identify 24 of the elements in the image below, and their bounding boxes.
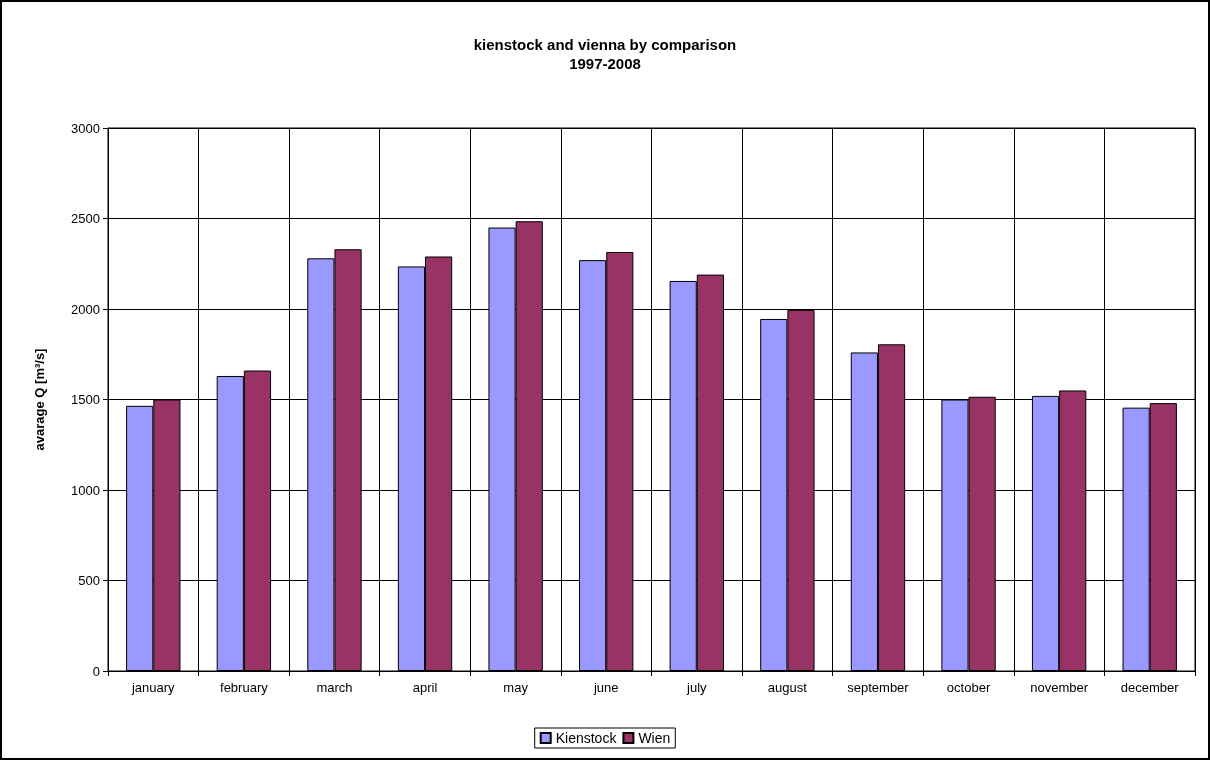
x-tick-label: june	[592, 680, 619, 695]
y-tick-label: 1500	[71, 392, 100, 407]
chart-subtitle: 1997-2008	[569, 55, 641, 72]
legend-label: Kienstock	[555, 730, 618, 746]
y-tick-label: 0	[92, 663, 100, 679]
y-tick-label: 2500	[71, 211, 100, 226]
y-axis-title: avarage Q [m³/s]	[32, 348, 47, 451]
y-tick-label: 2000	[71, 301, 100, 317]
chart-title: kienstock and vienna by comparison	[473, 36, 737, 53]
x-tick-label: september	[847, 680, 910, 695]
y-tick-label: 3000	[71, 120, 100, 136]
x-tick-label: october	[946, 680, 991, 695]
x-tick-label: january	[130, 680, 176, 695]
legend-label: Wien	[638, 730, 671, 746]
x-tick-label: august	[767, 680, 808, 695]
y-tick-label: 1000	[71, 482, 100, 498]
x-tick-label: may	[503, 680, 529, 695]
x-tick-label: march	[316, 680, 353, 695]
x-tick-label: april	[412, 680, 438, 695]
x-tick-label: november	[1030, 680, 1089, 695]
x-tick-label: december	[1120, 680, 1180, 695]
x-tick-label: july	[686, 680, 708, 695]
y-tick-label: 500	[78, 573, 100, 588]
x-tick-label: february	[220, 680, 269, 695]
